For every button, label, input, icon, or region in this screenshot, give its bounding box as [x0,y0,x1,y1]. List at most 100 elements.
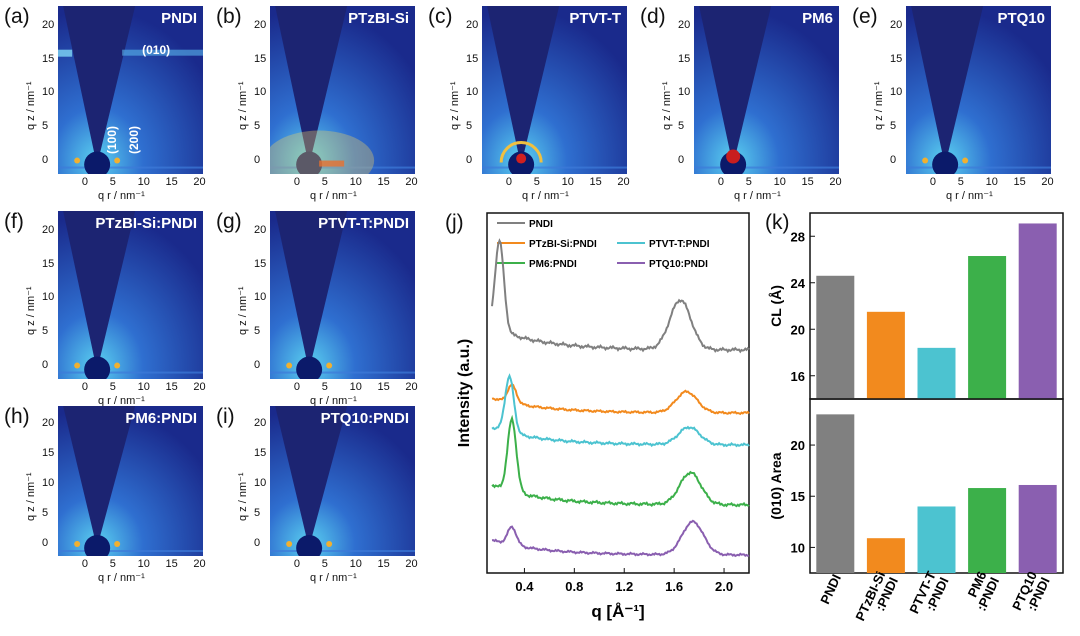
bar [968,488,1007,573]
bar [917,506,956,573]
x-tick-label: 10 [349,558,362,570]
pi-stacking-arc [122,49,203,56]
bar [816,414,855,573]
y-axis-label: q z / nm⁻¹ [661,81,673,130]
x-tick-label: 10 [137,381,150,393]
panel-label: (i) [216,405,235,428]
y-tick-label: 15 [42,257,55,270]
giwaxs-map: PTzBI-Si [270,6,415,174]
y-axis-label: q z / nm⁻¹ [237,286,249,335]
x-tick-label: 10 [137,176,150,188]
x-tick-label: 10 [773,176,786,188]
y-tick-label: 28 [791,229,805,244]
y-tick-label: 24 [791,276,806,291]
map-title: PTQ10 [997,10,1045,27]
x-axis-label: q r / nm⁻¹ [310,190,357,202]
y-tick-label: 15 [890,52,903,65]
map-panel-8: (h) PM6:PNDI 0 5 10 15 20 0 5 10 15 20 q r / nm⁻¹ q z… [0,400,212,605]
map-panel-6: (f) PTzBI-Si:PNDI 0 5 10 15 20 0 5 10 15 20 q r / nm… [0,205,212,410]
x-axis-label: q r / nm⁻¹ [734,190,781,202]
missing-wedge [275,406,348,536]
map-title: PTzBI-Si:PNDI [95,215,197,232]
x-axis-label: q [Å⁻¹] [591,602,644,621]
y-tick-label: 20 [890,19,903,32]
y-axis-label: (010) Area [768,452,784,519]
amorphous-halo [270,130,375,174]
map-panel-4: (d) PM6 0 5 10 15 20 0 5 10 15 20 q r / nm⁻¹ q z / nm… [636,0,848,205]
map-image [906,6,1051,174]
map-title: PTzBI-Si [348,10,409,27]
x-tick-label: 5 [321,176,328,188]
x-tick-label: 5 [109,558,116,570]
peak-annotation: (200) [127,125,142,154]
bar [866,311,905,399]
bar [866,538,905,573]
x-tick-label: 1.2 [615,579,633,594]
map-title: PM6 [802,10,833,27]
y-tick-label: 15 [42,447,55,459]
lamellar-peak [286,541,293,547]
x-tick-label: 1.6 [665,579,683,594]
giwaxs-map: PNDI (010) (100) (200) [58,6,203,174]
center-peak [516,153,527,164]
y-tick-label: 5 [254,119,261,132]
series-line [491,373,750,448]
lamellar-ring [499,141,543,163]
horizon-line [58,166,203,169]
y-tick-label: 10 [466,86,479,99]
y-axis-label: q z / nm⁻¹ [25,472,37,521]
panel-label: (e) [852,5,878,28]
lamellar-peak [114,157,121,164]
series-line [491,519,750,558]
y-tick-label: 16 [791,369,805,384]
bar [1018,484,1057,573]
horizon-line [58,550,203,552]
y-tick-label: 15 [254,447,267,459]
pi-stacking-arc [58,49,73,57]
missing-wedge [487,6,560,153]
peak-annotation: (100) [105,125,120,154]
map-title: PTQ10:PNDI [320,410,409,427]
panel-label: (g) [216,210,242,233]
panel-k: (k) 16 20 24 28 CL (Å) 10 15 20 (010) Area PNDI PT… [765,205,1080,631]
x-tick-label: 20 [405,381,418,393]
lamellar-peak [74,157,81,164]
y-tick-label: 5 [678,119,685,132]
y-tick-label: 10 [42,291,55,304]
horizon-line [58,371,203,374]
y-axis-label: q z / nm⁻¹ [25,286,37,335]
beamstop [296,535,323,556]
x-axis-label: q r / nm⁻¹ [522,190,569,202]
y-tick-label: 15 [678,52,691,65]
plot-frame [486,212,750,574]
x-tick-label: 20 [829,176,842,188]
map-image [270,406,415,556]
y-tick-label: 5 [254,507,261,519]
x-tick-label: 20 [405,558,418,570]
map-title: PTVT-T [569,10,621,27]
giwaxs-map: PM6:PNDI [58,406,203,556]
beamstop [84,356,111,379]
beamstop [932,151,959,174]
x-tick-label: 5 [321,381,328,393]
lamellar-peak [326,541,333,547]
panel-label: (h) [4,405,30,428]
bar [1018,223,1057,399]
y-tick-label: 20 [42,224,55,237]
x-tick-label: 0 [505,176,512,188]
y-tick-label: 5 [466,119,473,132]
missing-wedge [63,211,136,358]
x-tick-label: 0 [81,381,88,393]
y-axis-label: Intensity (a.u.) [456,339,473,447]
map-image [270,211,415,379]
y-tick-label: 5 [42,324,49,337]
center-peak [726,149,741,164]
y-axis-label: CL (Å) [768,285,784,327]
y-tick-label: 0 [42,358,49,371]
x-axis-label: q r / nm⁻¹ [98,395,145,407]
x-tick-label: 10 [985,176,998,188]
bar [917,347,956,399]
x-axis-label: q r / nm⁻¹ [310,572,357,584]
y-tick-label: 20 [42,417,55,429]
horizon-line [270,550,415,552]
